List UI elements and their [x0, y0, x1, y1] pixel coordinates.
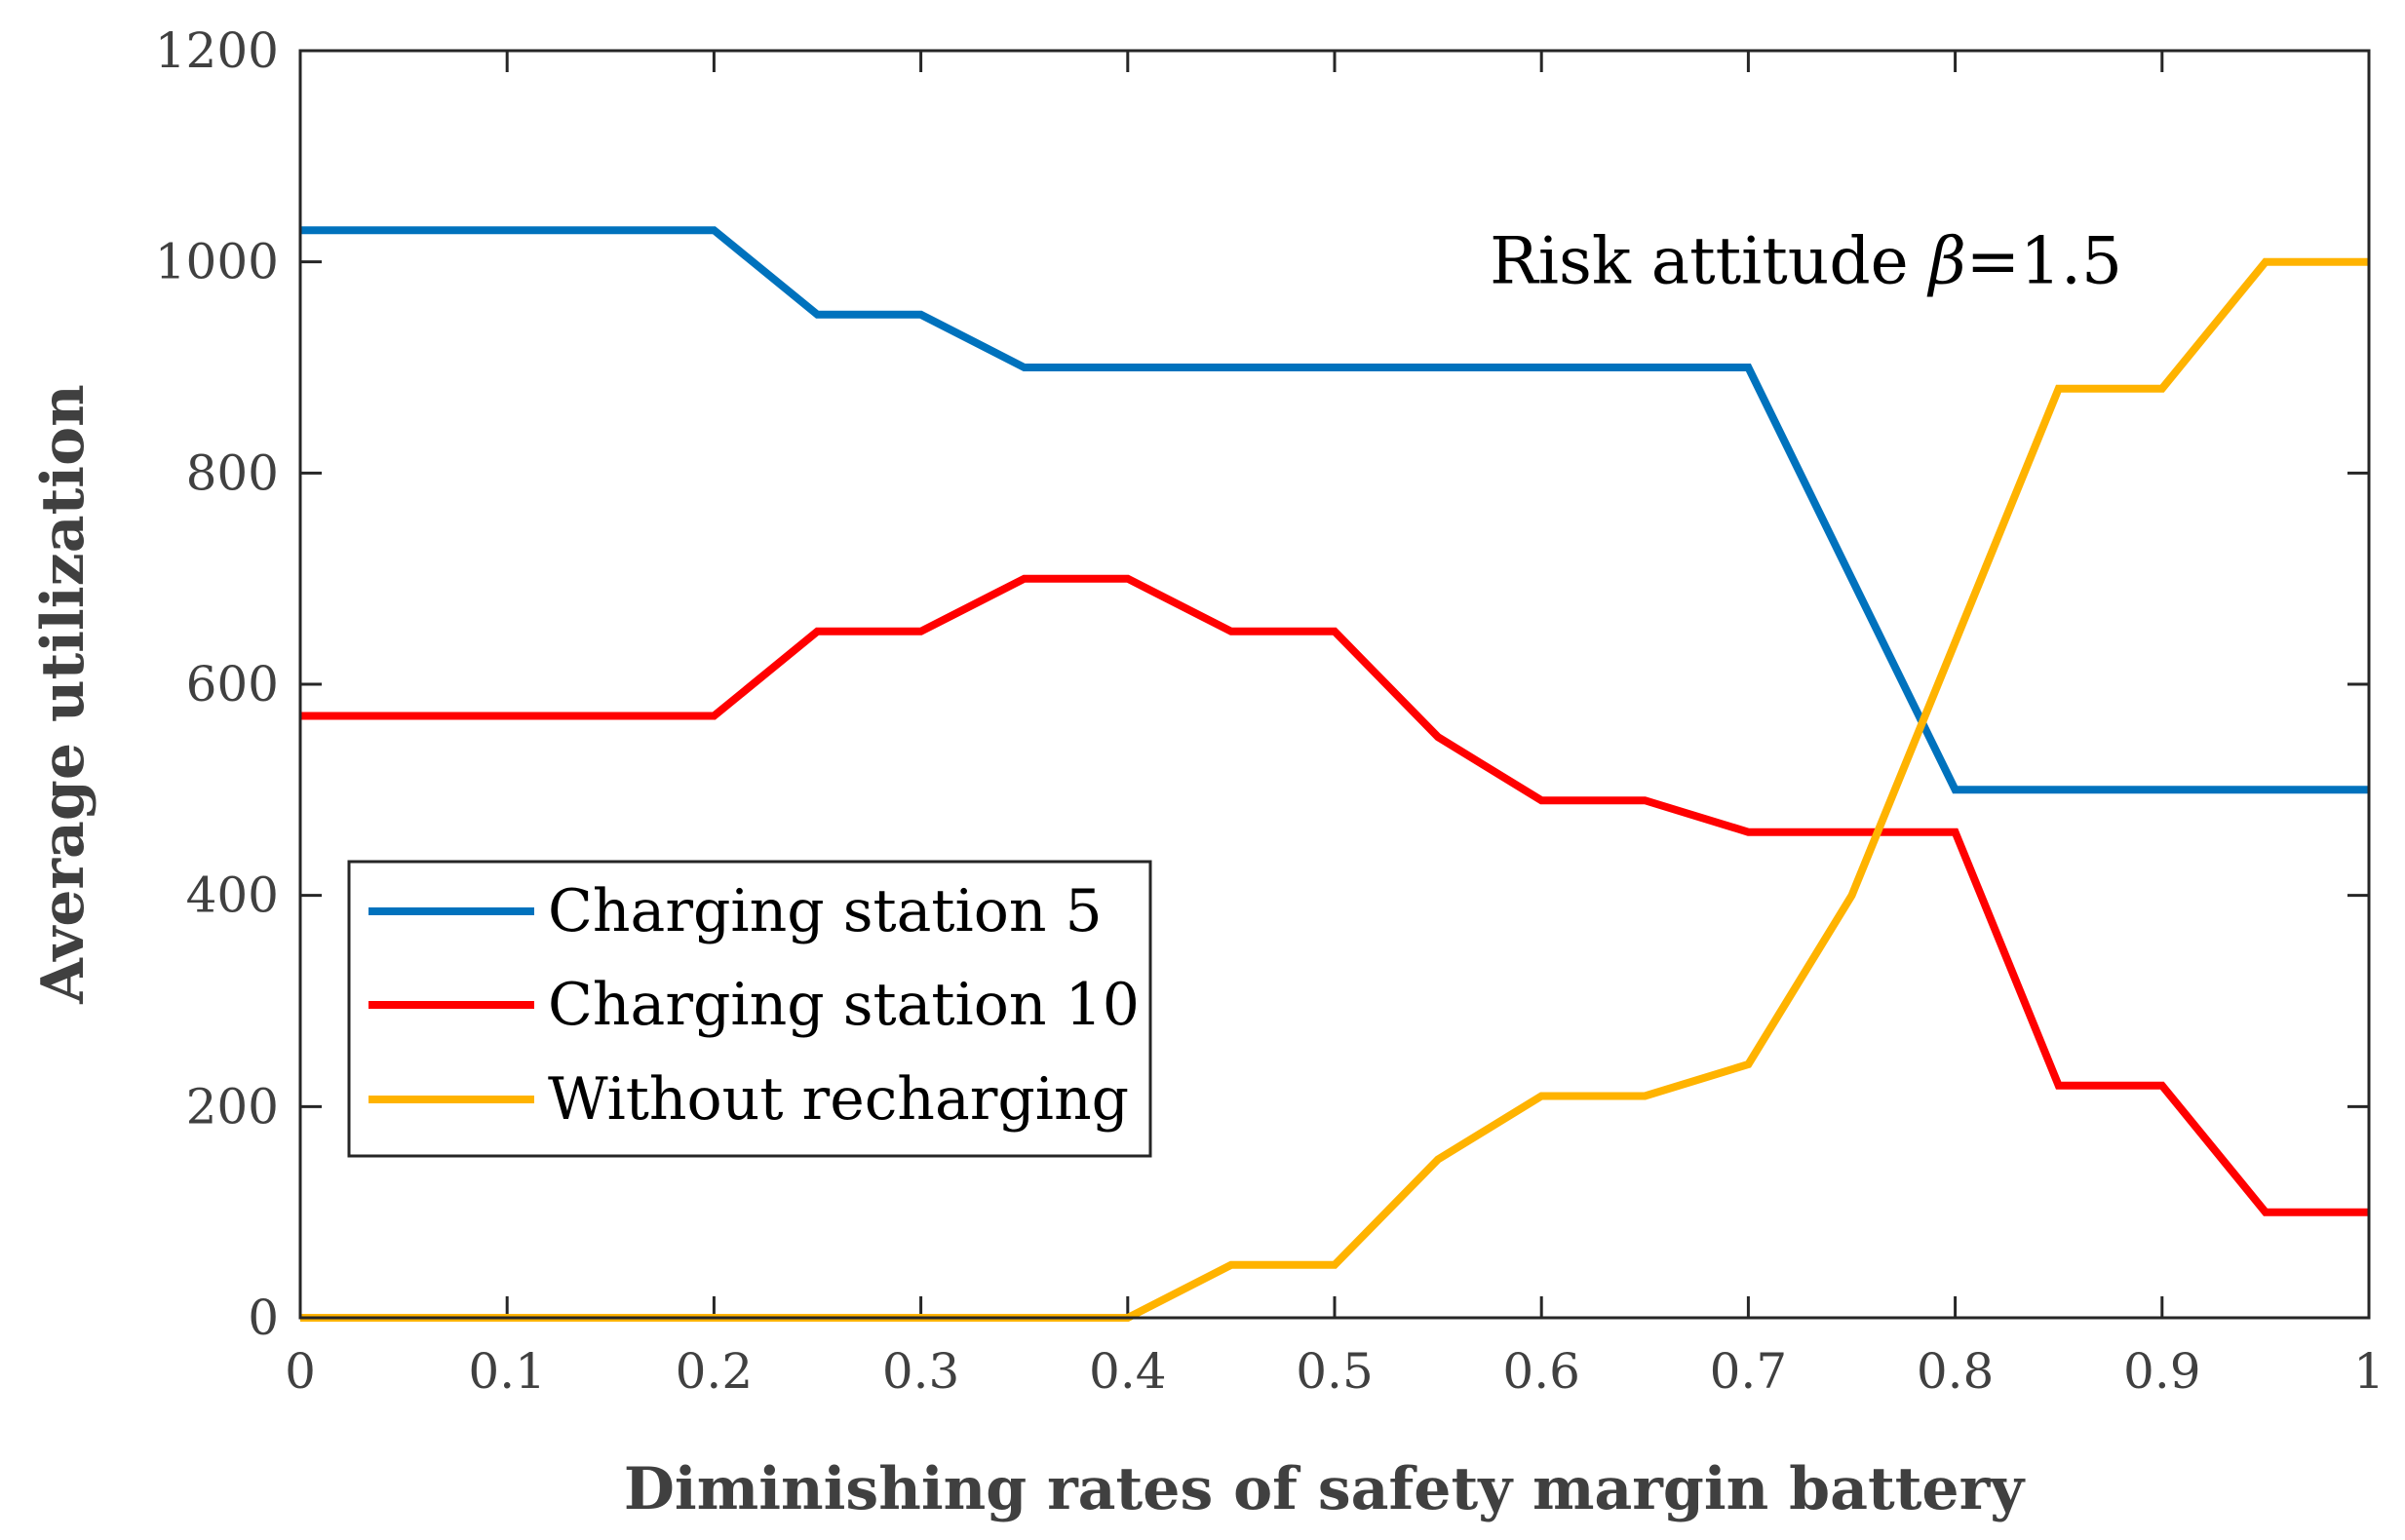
x-tick-label: 0.6: [1502, 1343, 1580, 1400]
y-tick-label: 1000: [155, 234, 279, 290]
risk-attitude-annotation: Risk attitude β=1.5: [1490, 224, 2122, 299]
legend-entry-charging-station-5: Charging station 5: [369, 877, 1103, 945]
annotation-beta-symbol: β: [1926, 224, 1966, 299]
x-axis-title: Diminishing rates of safety margin batte…: [624, 1455, 2026, 1523]
legend-entry-without-recharging: Without recharging: [369, 1065, 1129, 1134]
x-tick-label: 0.2: [676, 1343, 754, 1400]
plot-frame: [298, 49, 2371, 1320]
x-tick-label: 0.5: [1296, 1343, 1374, 1400]
annotation-prefix: Risk attitude: [1490, 224, 1928, 299]
series-line-charging-station-10: [300, 574, 2369, 1216]
x-tick-label: 1: [2353, 1343, 2385, 1400]
legend-label-charging-station-5: Charging station 5: [548, 877, 1103, 945]
x-tick-label: 0.7: [1710, 1343, 1788, 1400]
y-axis-title: Average utilization: [29, 384, 97, 1004]
legend-label-charging-station-10: Charging station 10: [548, 971, 1140, 1039]
y-tick-label: 1200: [155, 22, 279, 79]
annotation-suffix: =1.5: [1966, 224, 2122, 299]
x-tick-label: 0.9: [2123, 1343, 2201, 1400]
y-tick-label: 200: [186, 1078, 279, 1135]
y-tick-label: 0: [248, 1290, 279, 1346]
y-tick-label: 400: [186, 867, 279, 924]
x-tick-label: 0.4: [1089, 1343, 1167, 1400]
x-tick-label: 0.8: [1917, 1343, 1995, 1400]
series-line-charging-station-5: [300, 226, 2369, 794]
x-tick-label: 0.3: [882, 1343, 960, 1400]
axis-tick-labels: 0 0.1 0.2 0.3 0.4 0.5 0.6 0.7 0.8 0.9 1 0 200 400 600 8…: [155, 22, 2385, 1400]
y-tick-label: 600: [186, 656, 279, 712]
x-tick-label: 0: [285, 1343, 316, 1400]
y-tick-label: 800: [186, 444, 279, 501]
legend-entry-charging-station-10: Charging station 10: [369, 971, 1140, 1039]
legend: Charging station 5 Charging station 10 W…: [347, 860, 1152, 1158]
x-tick-label: 0.1: [468, 1343, 546, 1400]
legend-label-without-recharging: Without recharging: [548, 1065, 1129, 1134]
